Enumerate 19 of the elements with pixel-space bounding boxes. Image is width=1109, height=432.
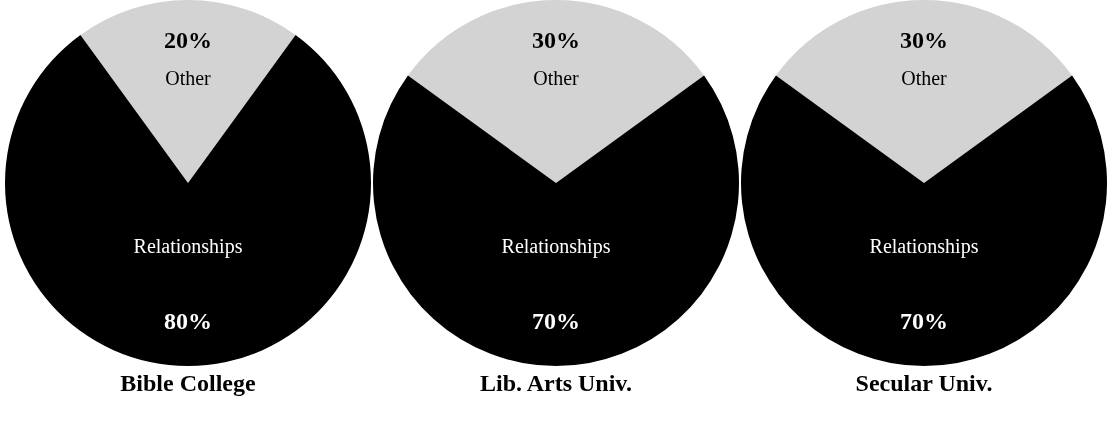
slice-label: Relationships <box>501 235 611 259</box>
data-label: 30% <box>900 27 948 54</box>
pie-slice <box>5 34 371 366</box>
data-label: 20% <box>164 27 212 54</box>
slice-label: Relationships <box>869 235 979 259</box>
data-label: 70% <box>900 308 948 335</box>
slice-label: Other <box>533 67 580 90</box>
slice-label: Other <box>165 67 212 90</box>
data-label: 30% <box>532 27 580 54</box>
pie-slice <box>775 0 1073 183</box>
pie-slice <box>407 0 705 183</box>
slice-label: Relationships <box>133 235 243 259</box>
text: Lib. Arts Univ. <box>479 370 633 396</box>
text: Secular Univ. <box>855 370 993 396</box>
slice-label: Other <box>901 67 948 90</box>
data-label: 70% <box>532 308 580 335</box>
pie-slice <box>80 0 296 183</box>
data-label: 80% <box>164 308 212 335</box>
text: Bible College <box>120 370 256 396</box>
